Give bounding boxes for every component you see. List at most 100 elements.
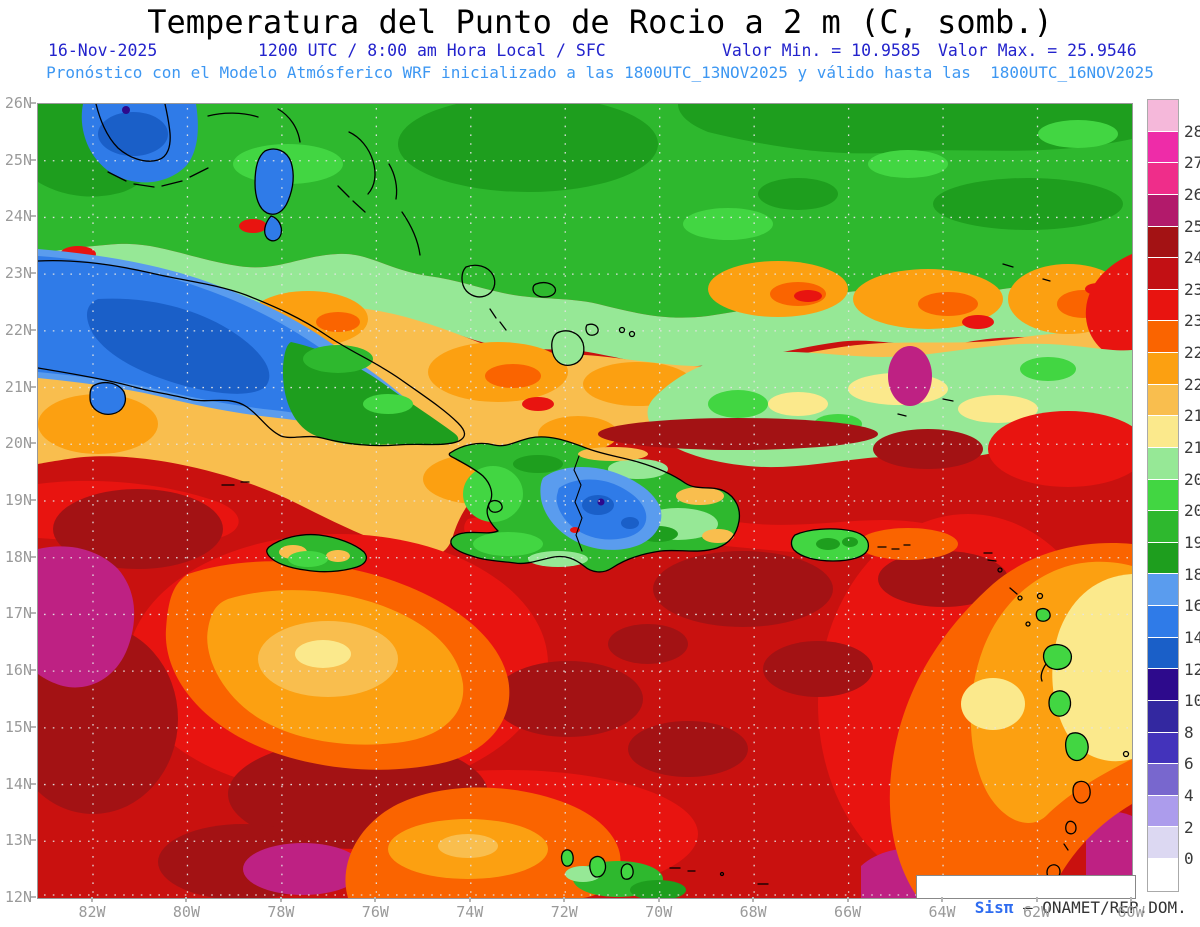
scale-label-14: 14	[1184, 627, 1200, 647]
ragged-cays	[489, 308, 507, 331]
florida-coast	[95, 104, 171, 162]
mayaguana	[532, 281, 557, 298]
lat-tick	[31, 442, 36, 445]
saba	[997, 567, 1003, 573]
scale-swatch-6	[1148, 289, 1178, 322]
virgin-islands	[877, 544, 911, 550]
lat-label-16N: 16N	[4, 661, 32, 680]
scale-swatch-13	[1148, 511, 1178, 543]
driest-spot	[597, 498, 605, 506]
scale-label-0: 0	[1184, 849, 1194, 869]
value-max-label: Valor Max. = 25.9546	[938, 41, 1137, 60]
exuma-cays	[337, 185, 366, 213]
small-cays-east	[897, 263, 1051, 417]
lon-label-60W: 60W	[1117, 903, 1145, 921]
martinique	[1064, 732, 1089, 762]
cuba-coast	[38, 259, 466, 447]
scale-label-20: 20	[1184, 501, 1200, 521]
lon-tick	[374, 897, 377, 902]
lon-tick	[563, 897, 566, 902]
montserrat	[1025, 621, 1031, 627]
model-init-line: Pronóstico con el Modelo Atmósferico WRF…	[46, 63, 1154, 82]
scale-label-21.5: 21.5	[1184, 406, 1200, 426]
scale-swatch-8	[1148, 353, 1178, 385]
scale-label-10: 10	[1184, 691, 1200, 711]
lat-label-23N: 23N	[4, 264, 32, 283]
lon-label-74W: 74W	[456, 903, 484, 921]
turks-1	[618, 326, 626, 334]
lat-label-17N: 17N	[4, 604, 32, 623]
guadeloupe	[1042, 643, 1073, 671]
lon-label-76W: 76W	[361, 903, 389, 921]
dominica	[1048, 690, 1072, 717]
lat-tick	[31, 782, 36, 785]
scale-label-19: 19	[1184, 532, 1200, 552]
scale-swatch-4	[1148, 226, 1178, 259]
lat-label-19N: 19N	[4, 491, 32, 509]
lon-tick	[941, 897, 944, 902]
scale-label-20.5: 20.5	[1184, 469, 1200, 489]
scale-swatch-14	[1148, 542, 1178, 575]
isla-juventud	[89, 381, 127, 415]
scale-swatch-17	[1148, 637, 1178, 670]
lat-tick	[31, 555, 36, 558]
scale-swatch-0	[1148, 100, 1178, 132]
la-orchila	[719, 871, 725, 877]
scale-swatch-19	[1148, 700, 1178, 733]
lon-label-80W: 80W	[172, 903, 200, 921]
lon-label-78W: 78W	[267, 903, 295, 921]
grand-bahama	[207, 108, 301, 143]
florida-keys	[107, 167, 209, 188]
eleuthera	[348, 131, 376, 195]
lat-label-22N: 22N	[4, 320, 32, 339]
lat-tick	[31, 725, 36, 728]
grenadines	[1063, 843, 1069, 851]
scale-swatch-22	[1148, 795, 1178, 828]
los-roques	[669, 867, 769, 885]
lon-label-70W: 70W	[645, 903, 673, 921]
lat-tick	[31, 158, 36, 161]
lon-tick	[846, 897, 849, 902]
scale-label-22: 22	[1184, 374, 1200, 394]
scale-swatch-16	[1148, 606, 1178, 638]
lat-label-20N: 20N	[4, 434, 32, 453]
scale-label-23: 23	[1184, 311, 1200, 331]
inagua-fill	[551, 330, 584, 366]
jamaica-coast	[266, 533, 368, 573]
lon-tick	[185, 897, 188, 902]
scale-label-21: 21	[1184, 438, 1200, 458]
scale-swatch-18	[1148, 669, 1178, 701]
lon-tick	[752, 897, 755, 902]
hispaniola-coast	[448, 436, 741, 573]
andros-fill	[255, 149, 294, 215]
scale-swatch-2	[1148, 163, 1178, 195]
lon-tick	[279, 897, 282, 902]
lon-label-82W: 82W	[78, 903, 106, 921]
watermark-text: – ONAMET/REP.DOM.	[1013, 898, 1187, 917]
scale-swatch-9	[1148, 384, 1178, 417]
lat-label-13N: 13N	[4, 831, 32, 850]
scale-label-12: 12	[1184, 659, 1200, 679]
cat-island	[388, 163, 398, 200]
lat-label-18N: 18N	[4, 547, 32, 566]
inagua-coast	[551, 323, 599, 366]
lon-tick	[91, 897, 93, 902]
island-fills	[255, 149, 869, 572]
scale-swatch-12	[1148, 479, 1178, 512]
scale-label-18: 18	[1184, 564, 1200, 584]
lat-label-26N: 26N	[4, 94, 32, 112]
st-lucia	[1072, 780, 1091, 804]
scale-label-24.5: 24.5	[1184, 248, 1200, 268]
lat-label-25N: 25N	[4, 150, 32, 169]
coastlines	[38, 104, 1130, 885]
color-scale	[1147, 99, 1179, 892]
south-field	[38, 346, 1132, 898]
lon-tick	[1035, 897, 1038, 902]
lon-tick	[657, 897, 660, 902]
scale-label-2: 2	[1184, 817, 1194, 837]
scale-label-23.5: 23.5	[1184, 279, 1200, 299]
lon-tick	[1129, 897, 1132, 902]
scale-swatch-10	[1148, 416, 1178, 448]
scale-swatch-11	[1148, 447, 1178, 480]
scale-swatch-24	[1148, 859, 1178, 891]
